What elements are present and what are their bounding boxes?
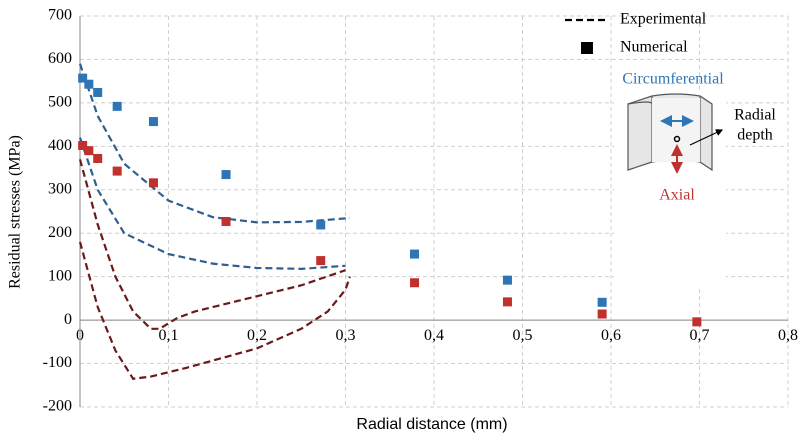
numerical-point [84, 146, 94, 156]
x-tick-label: 0,5 [513, 327, 533, 344]
numerical-point [93, 87, 103, 97]
annotation: Circumferential [622, 71, 724, 88]
numerical-point [410, 249, 420, 259]
legend-label: Numerical [620, 39, 688, 56]
numerical-point [78, 73, 88, 83]
experimental-line [78, 63, 351, 224]
numerical-point [112, 166, 122, 176]
radial-arrow [689, 129, 724, 146]
y-tick-label: -200 [43, 398, 72, 415]
y-tick-label: 700 [48, 7, 72, 24]
numerical-point [148, 178, 158, 188]
y-tick-label: 0 [64, 311, 72, 328]
numerical-point [316, 220, 326, 230]
numerical-point [84, 79, 94, 89]
numerical-point [78, 140, 88, 150]
annotation: Radial [734, 107, 776, 124]
experimental-line [78, 241, 351, 380]
annotation: Axial [659, 187, 695, 204]
numerical-point [93, 153, 103, 163]
numerical-point [410, 278, 420, 288]
x-axis-label: Radial distance (mm) [356, 416, 507, 433]
numerical-point [502, 297, 512, 307]
numerical-point [221, 170, 231, 180]
x-tick-label: 0,1 [159, 327, 179, 344]
annotation: depth [737, 127, 773, 144]
numerical-point [502, 275, 512, 285]
legend-label: Experimental [620, 11, 707, 28]
inset-diagram: Circumferential Radial depth Axial [614, 71, 776, 288]
legend-marker [581, 42, 593, 54]
y-tick-label: 100 [48, 267, 72, 284]
numerical-point [221, 216, 231, 226]
y-tick-label: 500 [48, 94, 72, 111]
x-tick-label: 0,3 [336, 327, 356, 344]
y-axis-label: Residual stresses (MPa) [7, 135, 24, 289]
y-tick-label: -100 [43, 354, 72, 371]
numerical-point [316, 256, 326, 266]
numerical-point [692, 317, 702, 327]
x-tick-label: 0,7 [690, 327, 710, 344]
y-tick-label: 300 [48, 180, 72, 197]
x-tick-label: 0,2 [247, 327, 267, 344]
numerical-point [597, 297, 607, 307]
numerical-point [148, 117, 158, 127]
y-tick-label: 600 [48, 50, 72, 67]
x-tick-label: 0,8 [778, 327, 798, 344]
numerical-point [597, 309, 607, 319]
x-tick-label: 0,6 [601, 327, 621, 344]
y-tick-label: 400 [48, 137, 72, 154]
y-tick-label: 200 [48, 224, 72, 241]
numerical-point [112, 101, 122, 111]
x-tick-label: 0,4 [424, 327, 444, 344]
experimental-line [78, 159, 346, 330]
experimental-line [78, 137, 346, 270]
radial-dot [673, 135, 681, 143]
